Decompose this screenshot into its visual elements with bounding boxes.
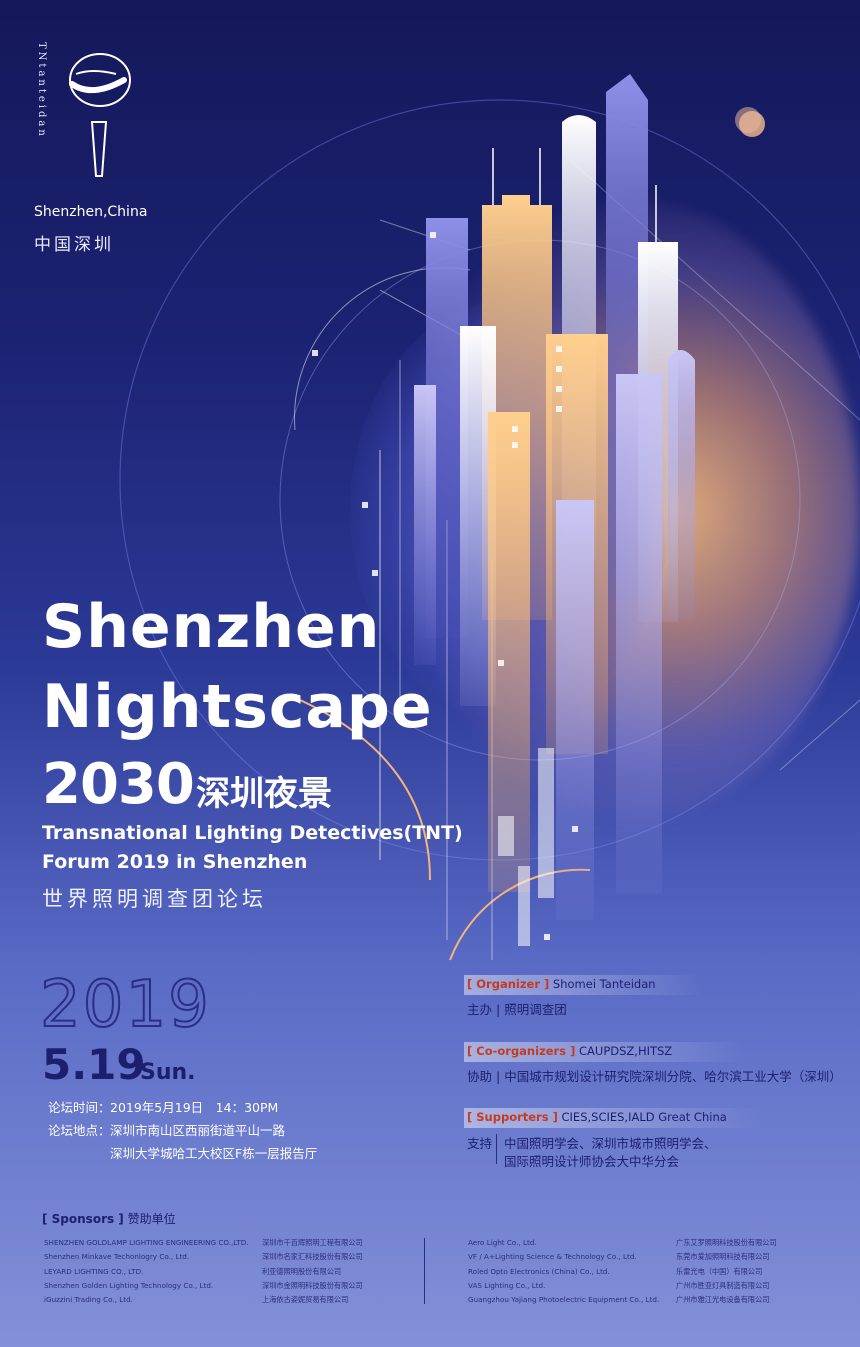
sponsor-item: Guangzhou Yajiang Photoelectric Equipmen… — [468, 1295, 660, 1305]
sponsor-item: Shenzhen Minkave Techonlogry Co., Ltd. — [44, 1252, 190, 1262]
subtitle-cn: 世界照明调查团论坛 — [42, 887, 267, 911]
sponsors-col-1: SHENZHEN GOLDLAMP LIGHTING ENGINEERING C… — [44, 1236, 249, 1307]
co-organizers-heading: [ Co-organizers ] CAUPDSZ,HITSZ — [467, 1044, 672, 1058]
co-organizers-label-cn: 协助 — [467, 1069, 493, 1084]
co-organizers-cn-row: 协助 | 中国城市规划设计研究院深圳分院、哈尔滨工业大学（深圳） — [467, 1069, 842, 1084]
co-organizers-value-cn: 中国城市规划设计研究院深圳分院、哈尔滨工业大学（深圳） — [504, 1069, 842, 1084]
sponsors-col-3: Aero Light Co., Ltd. VF / A+Lighting Sci… — [468, 1236, 659, 1307]
place-label: 论坛地点： — [48, 1123, 111, 1138]
sponsor-item: VAS Lighting Co., Ltd. — [468, 1280, 546, 1290]
sponsor-item: 广州市雅江光电设备有限公司 — [676, 1295, 770, 1305]
supporters-tag: [ Supporters ] — [467, 1110, 558, 1124]
sponsors-divider — [424, 1238, 425, 1304]
subtitle-line-2: Forum 2019 in Shenzhen — [42, 851, 308, 873]
sponsor-item: LEYARD LIGHTING CO., LTD. — [44, 1266, 144, 1276]
sponsor-item: Shenzhen Golden Lighting Technology Co.,… — [44, 1280, 214, 1290]
date-day: 5.19 — [42, 1040, 146, 1089]
sponsor-item: 上海依古姿妮贸易有限公司 — [262, 1295, 349, 1305]
sponsor-item: 乐雷光电（中国）有限公司 — [676, 1266, 763, 1276]
title-cn: 深圳夜景 — [196, 774, 332, 814]
title-line-2: Nightscape — [42, 672, 433, 742]
tower-lav-front — [556, 500, 594, 920]
sponsors-tag: [ Sponsors ] — [42, 1212, 124, 1226]
organizer-value-en: Shomei Tanteidan — [552, 977, 656, 991]
place-line-2: 深圳大学城哈工大校区F栋一层报告厅 — [110, 1146, 318, 1161]
sponsors-col-4: 广东艾罗照明科技股份有限公司 东莞市爱加照明科技有限公司 乐雷光电（中国）有限公… — [676, 1236, 777, 1307]
sponsor-item: 广东艾罗照明科技股份有限公司 — [676, 1238, 777, 1247]
date-year: 2019 — [39, 967, 211, 1043]
sponsor-item: Roled Opto Electronics (China) Co., Ltd. — [468, 1266, 610, 1276]
sponsor-item: VF / A+Lighting Science & Technology Co.… — [468, 1252, 637, 1262]
supporters-heading: [ Supporters ] CIES,SCIES,IALD Great Chi… — [467, 1110, 727, 1124]
place-line-1: 深圳市南山区西丽街道平山一路 — [110, 1123, 286, 1138]
supporters-value-cn-1: 中国照明学会、深圳市城市照明学会、 — [504, 1136, 717, 1151]
subtitle-line-1: Transnational Lighting Detectives(TNT) — [42, 822, 463, 844]
sponsor-item: 东莞市爱加照明科技有限公司 — [676, 1252, 770, 1262]
title-line-1: Shenzhen — [42, 592, 381, 662]
sponsor-item: SHENZHEN GOLDLAMP LIGHTING ENGINEERING C… — [44, 1238, 249, 1247]
sponsor-item: 深圳市金照明科技股份有限公司 — [262, 1280, 363, 1290]
sponsors-heading: [ Sponsors ] 赞助单位 — [42, 1210, 176, 1227]
sponsor-item: iGuzzini Trading Co., Ltd. — [44, 1295, 133, 1305]
date-weekday: Sun. — [140, 1060, 196, 1085]
organizer-cn-row: 主办 | 照明调查团 — [467, 1002, 567, 1017]
organizer-tag: [ Organizer ] — [467, 977, 550, 991]
organizer-heading: [ Organizer ] Shomei Tanteidan — [467, 977, 656, 991]
sponsor-item: Aero Light Co., Ltd. — [468, 1238, 537, 1247]
sponsor-item: 深圳市千百辉照明工程有限公司 — [262, 1238, 363, 1247]
title-year: 2030 — [42, 752, 195, 817]
co-organizers-bar — [464, 1042, 744, 1062]
supporters-value-cn-2: 国际照明设计师协会大中华分会 — [504, 1154, 680, 1169]
arc-orange — [299, 699, 431, 881]
tower-orange-low — [488, 412, 530, 892]
co-organizers-tag: [ Co-organizers ] — [467, 1044, 576, 1058]
time-value: 2019年5月19日 14：30PM — [110, 1100, 279, 1115]
supporters-label-cn: 支持 — [467, 1136, 493, 1151]
sponsor-item: 深圳市名家汇科技股份有限公司 — [262, 1252, 363, 1262]
tanteidan-logo — [69, 53, 131, 177]
time-label: 论坛时间： — [48, 1100, 111, 1115]
sponsor-item: 广州市胜亚灯具制造有限公司 — [676, 1280, 770, 1290]
supporters-bar — [464, 1108, 764, 1128]
logo-vertical-text: TNtanteidan — [36, 42, 47, 139]
tower-lav-left — [414, 385, 436, 665]
organizer-label-cn: 主办 — [467, 1002, 493, 1017]
supporters-divider — [496, 1134, 497, 1164]
tower-lav-right — [616, 374, 662, 894]
location-en: Shenzhen,China — [34, 204, 148, 220]
organizer-bar — [464, 975, 704, 995]
supporters-value-en: CIES,SCIES,IALD Great China — [561, 1110, 727, 1124]
sponsor-item: 利亚德照明股份有限公司 — [262, 1266, 342, 1276]
organizer-value-cn: 照明调查团 — [504, 1002, 567, 1017]
sponsors-col-2: 深圳市千百辉照明工程有限公司 深圳市名家汇科技股份有限公司 利亚德照明股份有限公… — [262, 1236, 363, 1307]
co-organizers-value-en: CAUPDSZ,HITSZ — [579, 1044, 673, 1058]
location-cn: 中国深圳 — [34, 235, 114, 255]
sponsors-label-cn: 赞助单位 — [127, 1212, 176, 1226]
